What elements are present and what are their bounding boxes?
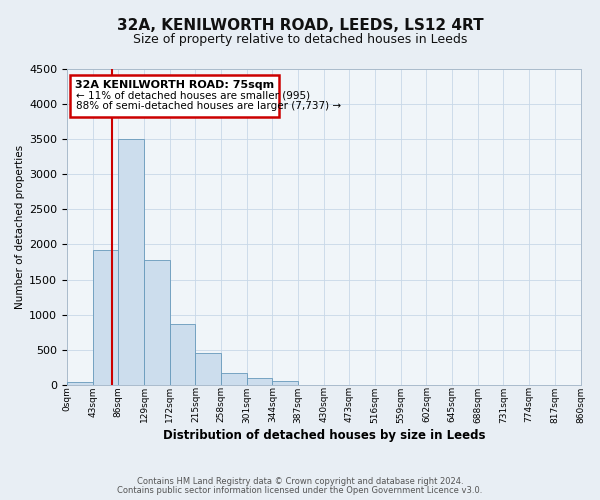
FancyBboxPatch shape bbox=[70, 76, 279, 118]
Y-axis label: Number of detached properties: Number of detached properties bbox=[15, 145, 25, 309]
Bar bbox=[196, 352, 221, 385]
Text: 32A, KENILWORTH ROAD, LEEDS, LS12 4RT: 32A, KENILWORTH ROAD, LEEDS, LS12 4RT bbox=[116, 18, 484, 32]
Bar bbox=[247, 378, 272, 385]
Bar bbox=[67, 382, 92, 385]
Bar bbox=[144, 260, 170, 385]
Text: 32A KENILWORTH ROAD: 75sqm: 32A KENILWORTH ROAD: 75sqm bbox=[75, 80, 274, 90]
Bar bbox=[92, 250, 118, 385]
Text: ← 11% of detached houses are smaller (995): ← 11% of detached houses are smaller (99… bbox=[76, 90, 310, 100]
Bar bbox=[221, 372, 247, 385]
X-axis label: Distribution of detached houses by size in Leeds: Distribution of detached houses by size … bbox=[163, 430, 485, 442]
Bar bbox=[118, 139, 144, 385]
Bar bbox=[170, 324, 196, 385]
Text: 88% of semi-detached houses are larger (7,737) →: 88% of semi-detached houses are larger (… bbox=[76, 102, 341, 112]
Bar bbox=[272, 381, 298, 385]
Text: Size of property relative to detached houses in Leeds: Size of property relative to detached ho… bbox=[133, 32, 467, 46]
Text: Contains HM Land Registry data © Crown copyright and database right 2024.: Contains HM Land Registry data © Crown c… bbox=[137, 477, 463, 486]
Text: Contains public sector information licensed under the Open Government Licence v3: Contains public sector information licen… bbox=[118, 486, 482, 495]
